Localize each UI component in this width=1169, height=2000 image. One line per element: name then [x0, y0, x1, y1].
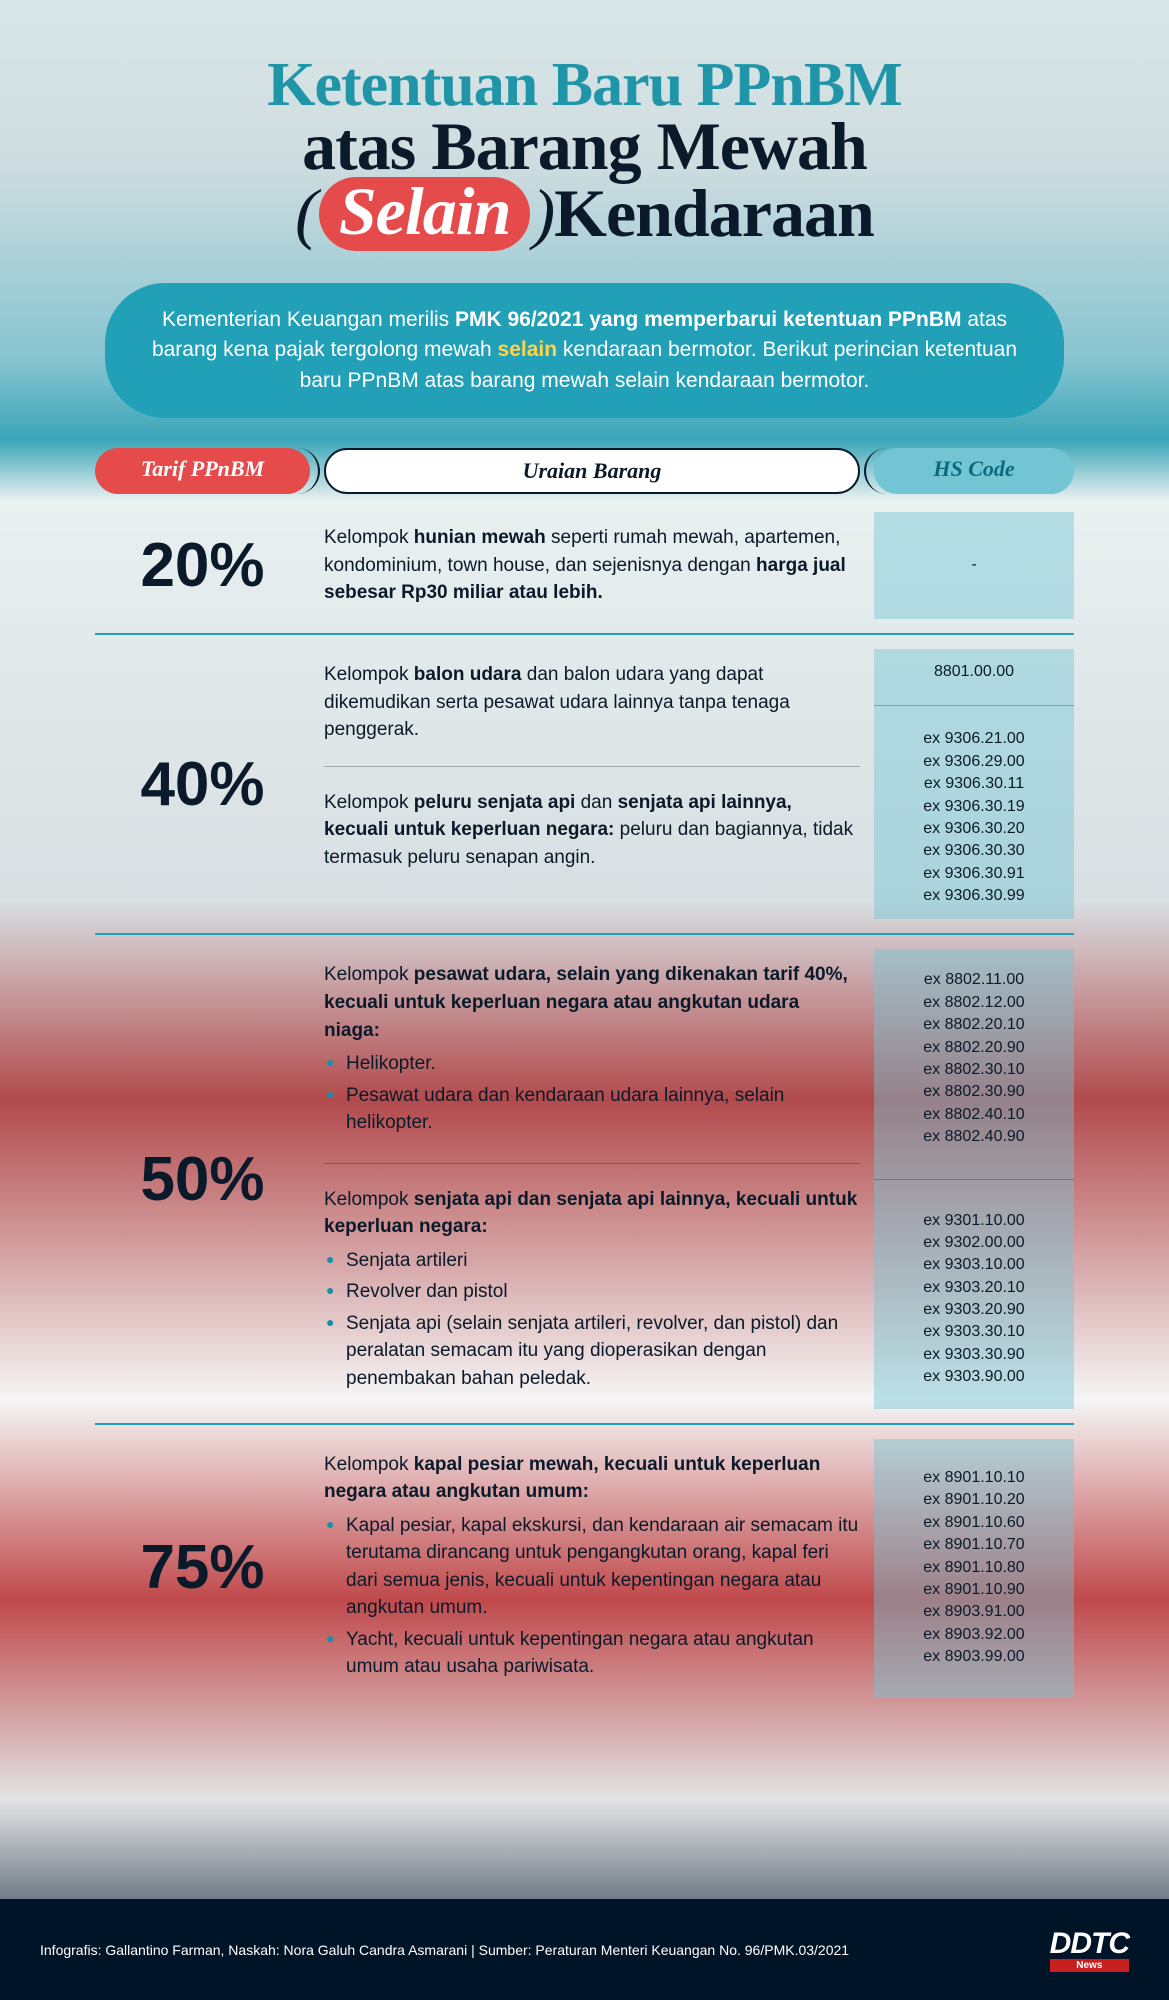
- hs-item: ex 8802.11.00ex 8802.12.00ex 8802.20.10e…: [874, 949, 1074, 1168]
- hs-code: ex 8802.30.90: [878, 1081, 1070, 1103]
- hs-code: ex 9306.30.91: [878, 863, 1070, 885]
- desc-col: Kelompok balon udara dan balon udara yan…: [324, 649, 860, 920]
- brand-logo: DDTC News: [1050, 1927, 1129, 1972]
- row-divider: [95, 933, 1074, 935]
- desc-col: Kelompok pesawat udara, selain yang dike…: [324, 949, 860, 1408]
- hs-code: ex 8802.11.00: [878, 969, 1070, 991]
- hs-code: ex 8901.10.80: [878, 1557, 1070, 1579]
- rate-row: 40% Kelompok balon udara dan balon udara …: [95, 639, 1074, 930]
- rate-row: 50% Kelompok pesawat udara, selain yang d…: [95, 939, 1074, 1418]
- hs-col: -: [874, 512, 1074, 619]
- hs-code: ex 9301.10.00: [878, 1210, 1070, 1232]
- hs-code: ex 9306.21.00: [878, 728, 1070, 750]
- hs-code: ex 8901.10.60: [878, 1512, 1070, 1534]
- hs-code: ex 9303.20.90: [878, 1299, 1070, 1321]
- hs-code: ex 8802.20.10: [878, 1014, 1070, 1036]
- hs-code: ex 9306.30.19: [878, 796, 1070, 818]
- rate-col: 75%: [95, 1439, 310, 1697]
- title-line3: ( Selain ) Kendaraan: [295, 174, 874, 253]
- bullet-item: Yacht, kecuali untuk kepentingan negara …: [324, 1626, 860, 1681]
- title-line3-rest: Kendaraan: [554, 174, 874, 253]
- desc-col: Kelompok kapal pesiar mewah, kecuali unt…: [324, 1439, 860, 1697]
- footer-credit: Infografis: Gallantino Farman, Naskah: N…: [40, 1942, 1050, 1958]
- logo-main: DDTC: [1050, 1927, 1129, 1960]
- rate-col: 20%: [95, 512, 310, 619]
- rate-row: 75% Kelompok kapal pesiar mewah, kecuali …: [95, 1429, 1074, 1707]
- hs-item: ex 8901.10.10ex 8901.10.20ex 8901.10.60e…: [874, 1439, 1074, 1697]
- intro-box: Kementerian Keuangan merilis PMK 96/2021…: [105, 283, 1064, 418]
- desc-item: Kelompok peluru senjata api dan senjata …: [324, 777, 860, 884]
- hs-code: ex 9306.30.30: [878, 840, 1070, 862]
- bullet-item: Senjata api (selain senjata artileri, re…: [324, 1310, 860, 1393]
- bullet-item: Helikopter.: [324, 1050, 860, 1078]
- hs-code: ex 9306.30.99: [878, 885, 1070, 907]
- desc-item: Kelompok kapal pesiar mewah, kecuali unt…: [324, 1439, 860, 1697]
- hs-code: ex 8901.10.70: [878, 1534, 1070, 1556]
- title-block: Ketentuan Baru PPnBM atas Barang Mewah (…: [70, 50, 1099, 253]
- hs-item: 8801.00.00: [874, 649, 1074, 695]
- hs-code: ex 9302.00.00: [878, 1232, 1070, 1254]
- hs-code: ex 8802.40.90: [878, 1126, 1070, 1148]
- title-highlight: Selain: [319, 177, 531, 251]
- hs-item: ex 9306.21.00ex 9306.29.00ex 9306.30.11e…: [874, 716, 1074, 919]
- hs-item: ex 9301.10.00ex 9302.00.00ex 9303.10.00e…: [874, 1190, 1074, 1409]
- hs-code: ex 8903.91.00: [878, 1601, 1070, 1623]
- rate-table: Tarif PPnBM Uraian Barang HS Code 20% Kel…: [95, 448, 1074, 1707]
- hs-code: ex 9303.20.10: [878, 1277, 1070, 1299]
- desc-item: Kelompok balon udara dan balon udara yan…: [324, 649, 860, 756]
- hs-code: ex 9306.29.00: [878, 751, 1070, 773]
- header-hs: HS Code: [874, 448, 1074, 494]
- bullet-item: Revolver dan pistol: [324, 1278, 860, 1306]
- desc-col: Kelompok hunian mewah seperti rumah mewa…: [324, 512, 860, 619]
- header-tarif: Tarif PPnBM: [95, 448, 310, 494]
- row-divider: [95, 1423, 1074, 1425]
- rate-value: 50%: [140, 1144, 264, 1215]
- rate-col: 40%: [95, 649, 310, 920]
- desc-item: Kelompok senjata api dan senjata api lai…: [324, 1174, 860, 1409]
- infographic-root: Ketentuan Baru PPnBM atas Barang Mewah (…: [0, 0, 1169, 2000]
- hs-code: 8801.00.00: [878, 661, 1070, 683]
- hs-item: -: [874, 512, 1074, 619]
- hs-code: ex 8901.10.20: [878, 1489, 1070, 1511]
- desc-item: Kelompok hunian mewah seperti rumah mewa…: [324, 512, 860, 619]
- header-uraian: Uraian Barang: [324, 448, 860, 494]
- hs-code: ex 8903.92.00: [878, 1624, 1070, 1646]
- hs-code: ex 8802.30.10: [878, 1059, 1070, 1081]
- hs-code: ex 9303.90.00: [878, 1366, 1070, 1388]
- rate-row: 20% Kelompok hunian mewah seperti rumah m…: [95, 502, 1074, 629]
- hs-code: ex 8802.12.00: [878, 992, 1070, 1014]
- hs-code: ex 8903.99.00: [878, 1646, 1070, 1668]
- hs-code: ex 8802.40.10: [878, 1104, 1070, 1126]
- bullet-item: Pesawat udara dan kendaraan udara lainny…: [324, 1082, 860, 1137]
- rate-value: 20%: [140, 530, 264, 601]
- hs-col: ex 8901.10.10ex 8901.10.20ex 8901.10.60e…: [874, 1439, 1074, 1697]
- rate-value: 75%: [140, 1532, 264, 1603]
- hs-code: ex 8802.20.90: [878, 1037, 1070, 1059]
- bullet-item: Kapal pesiar, kapal ekskursi, dan kendar…: [324, 1512, 860, 1622]
- hs-code: ex 8901.10.90: [878, 1579, 1070, 1601]
- hs-code: -: [878, 554, 1070, 576]
- hs-code: ex 9303.30.10: [878, 1321, 1070, 1343]
- rate-col: 50%: [95, 949, 310, 1408]
- hs-code: ex 8901.10.10: [878, 1467, 1070, 1489]
- hs-code: ex 9306.30.20: [878, 818, 1070, 840]
- hs-code: ex 9306.30.11: [878, 773, 1070, 795]
- hs-col: 8801.00.00ex 9306.21.00ex 9306.29.00ex 9…: [874, 649, 1074, 920]
- table-header: Tarif PPnBM Uraian Barang HS Code: [95, 448, 1074, 494]
- hs-code: ex 9303.10.00: [878, 1254, 1070, 1276]
- desc-item: Kelompok pesawat udara, selain yang dike…: [324, 949, 860, 1152]
- hs-col: ex 8802.11.00ex 8802.12.00ex 8802.20.10e…: [874, 949, 1074, 1408]
- hs-code: ex 9303.30.90: [878, 1344, 1070, 1366]
- row-divider: [95, 633, 1074, 635]
- logo-sub: News: [1050, 1959, 1129, 1972]
- footer: Infografis: Gallantino Farman, Naskah: N…: [0, 1899, 1169, 2000]
- bullet-item: Senjata artileri: [324, 1247, 860, 1275]
- rate-value: 40%: [140, 749, 264, 820]
